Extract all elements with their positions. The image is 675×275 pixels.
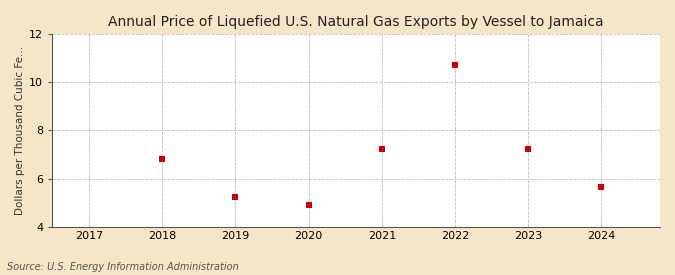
Title: Annual Price of Liquefied U.S. Natural Gas Exports by Vessel to Jamaica: Annual Price of Liquefied U.S. Natural G… [109, 15, 604, 29]
Point [303, 202, 314, 207]
Point [523, 147, 534, 152]
Y-axis label: Dollars per Thousand Cubic Fe...: Dollars per Thousand Cubic Fe... [15, 46, 25, 215]
Point [596, 185, 607, 189]
Point [450, 63, 460, 67]
Point [230, 195, 241, 199]
Text: Source: U.S. Energy Information Administration: Source: U.S. Energy Information Administ… [7, 262, 238, 272]
Point [377, 147, 387, 152]
Point [157, 157, 167, 161]
